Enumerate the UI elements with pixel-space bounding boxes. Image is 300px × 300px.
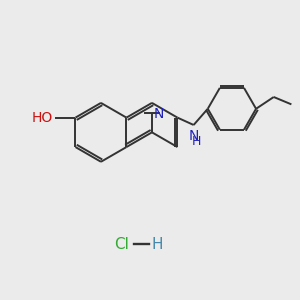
Text: HO: HO (32, 111, 53, 124)
Text: H: H (192, 135, 201, 148)
Text: H: H (152, 237, 163, 252)
Text: N: N (188, 128, 199, 142)
Text: Cl: Cl (115, 237, 129, 252)
Text: N: N (153, 107, 164, 121)
